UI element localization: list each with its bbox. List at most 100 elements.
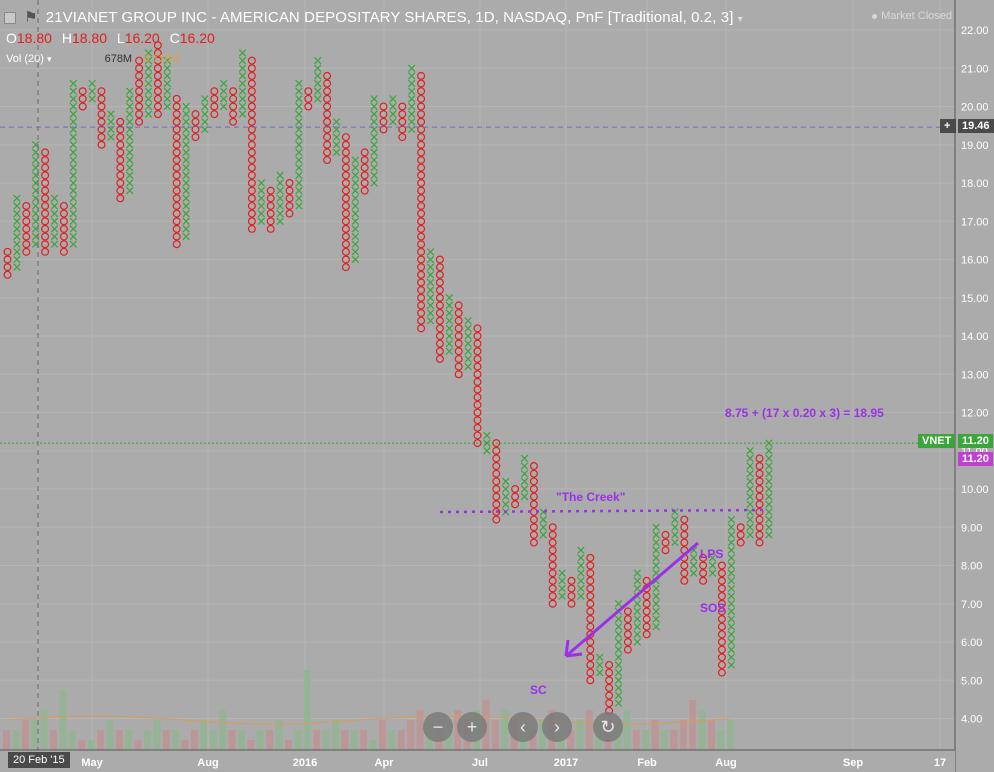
last-price: 11.20 — [962, 435, 989, 447]
pnf-o-box — [135, 64, 144, 73]
time-axis[interactable] — [0, 750, 955, 772]
pnf-o-box — [454, 316, 463, 325]
pnf-o-box — [567, 576, 576, 585]
pnf-x-box — [370, 133, 378, 141]
pnf-x-box — [182, 110, 190, 118]
pnf-o-box — [417, 240, 426, 249]
volume-bar — [726, 720, 734, 750]
pnf-x-box — [69, 118, 78, 126]
pnf-o-box — [41, 179, 50, 188]
pnf-x-box — [520, 485, 529, 493]
price-tick-label: 13.00 — [961, 369, 989, 381]
pnf-o-box — [379, 102, 388, 111]
crosshair-date-tag: 20 Feb '15 — [8, 752, 70, 768]
price-tick-label: 7.00 — [961, 599, 982, 611]
pnf-o-box — [435, 293, 444, 302]
pnf-x-box — [13, 194, 21, 203]
pnf-x-box — [445, 339, 454, 348]
pnf-o-box — [153, 87, 162, 96]
pnf-o-box — [473, 377, 482, 386]
pnf-o-box — [492, 492, 501, 501]
zoom-in-button[interactable]: + — [457, 712, 487, 742]
scroll-back-button[interactable]: ‹ — [508, 712, 538, 742]
pnf-o-box — [116, 194, 125, 203]
pnf-o-box — [623, 622, 632, 631]
scroll-forward-button[interactable]: › — [542, 712, 572, 742]
pnf-o-box — [285, 194, 294, 203]
pnf-o-box — [116, 171, 125, 180]
pnf-o-box — [59, 232, 68, 241]
pnf-o-box — [642, 576, 651, 585]
target-annotation: 8.75 + (17 x 0.20 x 3) = 18.95 — [725, 406, 884, 420]
pnf-o-box — [417, 286, 426, 295]
pnf-o-box — [304, 102, 313, 111]
pnf-o-box — [435, 347, 444, 356]
high-label: H — [61, 30, 72, 46]
pnf-x-box — [539, 508, 548, 516]
pnf-o-box — [78, 102, 87, 111]
pnf-x-box — [765, 469, 773, 478]
pnf-x-box — [614, 630, 623, 639]
pnf-x-box — [313, 72, 322, 80]
volume-bar — [388, 730, 396, 750]
collapse-icon[interactable] — [4, 12, 16, 25]
pnf-x-box — [483, 447, 491, 455]
chevron-down-icon[interactable]: ▾ — [737, 14, 743, 25]
pnf-x-box — [765, 492, 773, 501]
price-axis[interactable] — [955, 0, 994, 772]
pnf-o-box — [41, 240, 50, 249]
pnf-x-box — [671, 531, 679, 539]
pnf-o-box — [417, 232, 426, 241]
volume-bar — [585, 710, 593, 750]
pnf-o-box — [717, 660, 726, 669]
pnf-o-box — [285, 201, 294, 210]
pnf-o-box — [548, 561, 557, 570]
pnf-x-box — [332, 133, 341, 141]
pnf-x-box — [689, 561, 698, 570]
pnf-x-box — [464, 324, 472, 333]
pnf-x-box — [614, 615, 623, 623]
pnf-o-box — [172, 102, 181, 111]
volume-bar — [332, 720, 339, 750]
pnf-o-box — [247, 186, 256, 195]
pnf-o-box — [473, 400, 482, 409]
pnf-o-box — [153, 94, 162, 103]
pnf-o-box — [736, 538, 745, 547]
pnf-o-box — [341, 217, 350, 226]
pnf-x-box — [652, 538, 660, 547]
symbol-title[interactable]: 21VIANET GROUP INC - AMERICAN DEPOSITARY… — [45, 9, 734, 26]
pnf-x-box — [144, 110, 153, 118]
crosshair-plus-icon[interactable]: + — [940, 119, 956, 133]
reset-chart-button[interactable]: ↻ — [593, 712, 623, 742]
pnf-x-box — [539, 523, 548, 531]
pnf-x-box — [295, 110, 303, 118]
pnf-x-box — [295, 202, 303, 210]
pnf-x-box — [125, 171, 134, 180]
pnf-x-box — [69, 148, 78, 157]
pnf-o-box — [492, 462, 501, 471]
pnf-x-box — [295, 148, 303, 157]
pnf-x-box — [257, 186, 266, 195]
pnf-o-box — [529, 523, 538, 532]
chevron-down-icon[interactable]: ▾ — [46, 54, 52, 64]
volume-bar — [397, 730, 405, 750]
pnf-x-box — [276, 217, 284, 225]
zoom-out-button[interactable]: − — [423, 712, 453, 742]
pnf-x-box — [182, 232, 190, 241]
pnf-x-box — [13, 248, 21, 256]
pnf-o-box — [586, 592, 595, 601]
pnf-o-box — [454, 309, 463, 318]
pnf-o-box — [717, 561, 726, 570]
pnf-o-box — [586, 569, 595, 578]
volume-legend[interactable]: Vol (20) ▾ 678M 3.716M — [6, 53, 180, 65]
pnf-o-box — [210, 94, 219, 103]
time-tick-label: Feb — [637, 757, 657, 769]
market-status: Market Closed — [872, 10, 952, 22]
pnf-o-box — [417, 186, 426, 195]
pnf-x-box — [727, 661, 736, 669]
pnf-x-box — [746, 485, 754, 493]
pnf-o-box — [247, 148, 256, 157]
volume-label[interactable]: Vol (20) — [6, 53, 44, 65]
pnf-x-box — [201, 110, 209, 118]
